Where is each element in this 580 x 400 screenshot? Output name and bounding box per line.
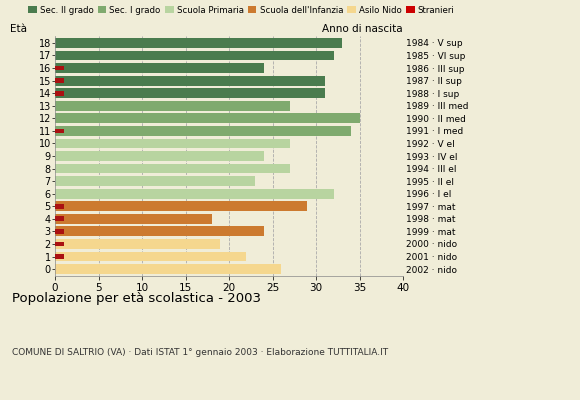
Bar — [55, 189, 334, 198]
Bar — [55, 264, 281, 274]
Bar — [55, 252, 246, 262]
Bar — [55, 101, 290, 111]
Bar — [55, 88, 325, 98]
Bar — [55, 201, 307, 211]
Bar — [55, 229, 64, 234]
Bar — [55, 214, 212, 224]
Bar — [55, 216, 64, 221]
Bar — [55, 76, 325, 86]
Bar — [55, 66, 64, 70]
Legend: Sec. II grado, Sec. I grado, Scuola Primaria, Scuola dell'Infanzia, Asilo Nido, : Sec. II grado, Sec. I grado, Scuola Prim… — [28, 6, 454, 15]
Bar — [55, 226, 264, 236]
Bar — [55, 128, 64, 133]
Bar — [55, 63, 264, 73]
Text: Anno di nascita: Anno di nascita — [322, 24, 403, 34]
Bar — [55, 176, 255, 186]
Text: Popolazione per età scolastica - 2003: Popolazione per età scolastica - 2003 — [12, 292, 260, 305]
Bar — [55, 91, 64, 96]
Bar — [55, 50, 334, 60]
Bar — [55, 138, 290, 148]
Bar — [55, 254, 64, 259]
Text: Età: Età — [10, 24, 27, 34]
Bar — [55, 114, 360, 123]
Bar — [55, 38, 342, 48]
Bar — [55, 126, 351, 136]
Bar — [55, 204, 64, 209]
Bar — [55, 151, 264, 161]
Bar — [55, 78, 64, 83]
Bar — [55, 242, 64, 246]
Text: COMUNE DI SALTRIO (VA) · Dati ISTAT 1° gennaio 2003 · Elaborazione TUTTITALIA.IT: COMUNE DI SALTRIO (VA) · Dati ISTAT 1° g… — [12, 348, 387, 357]
Bar — [55, 164, 290, 174]
Bar — [55, 239, 220, 249]
